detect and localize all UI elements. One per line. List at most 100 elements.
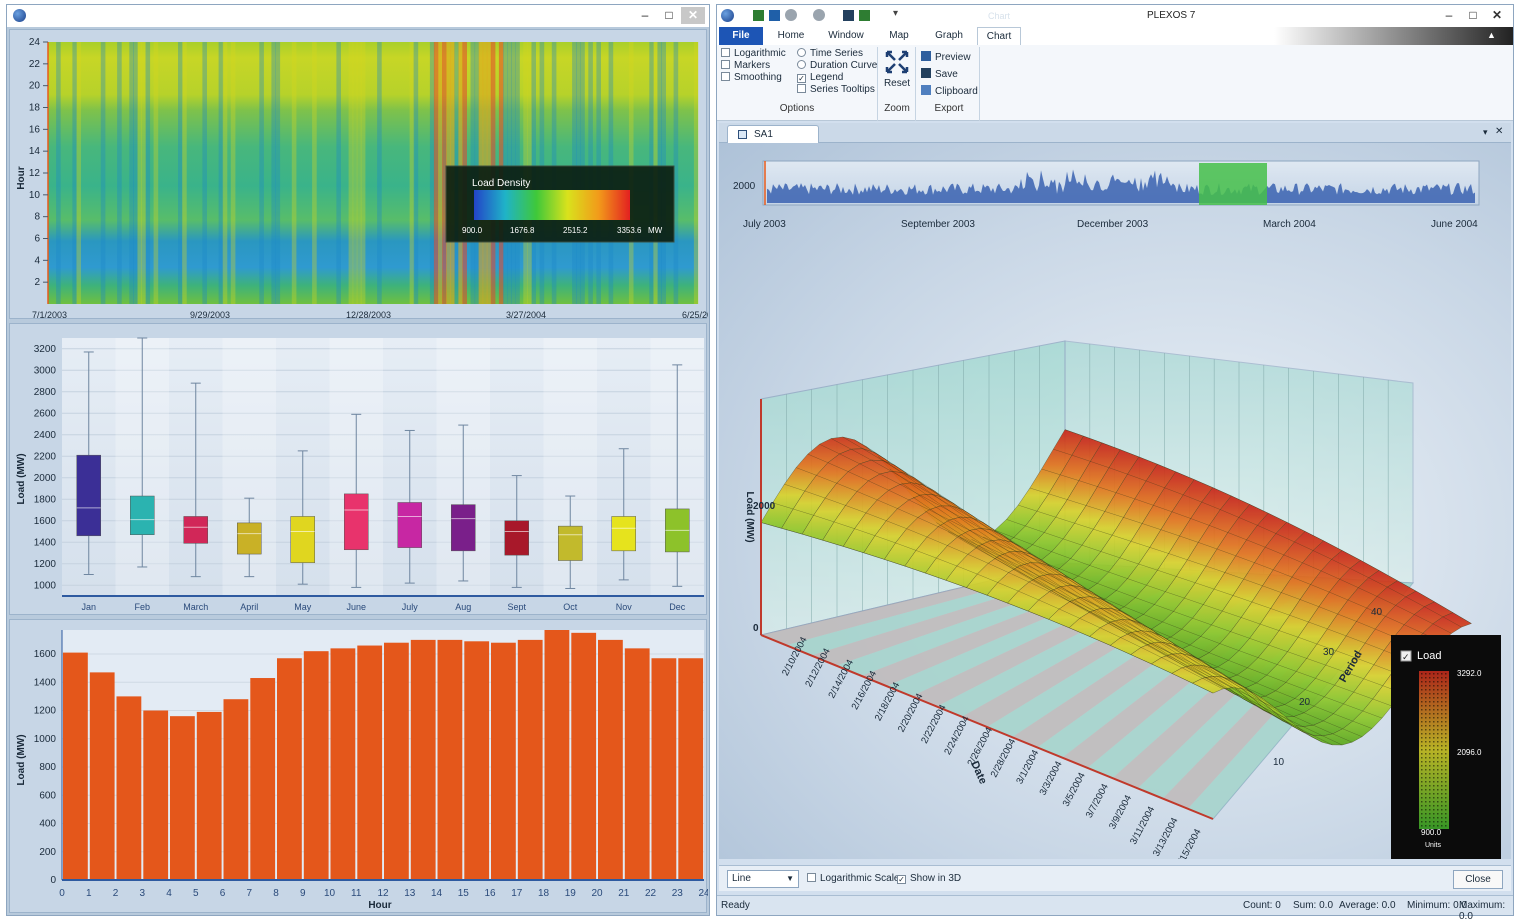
document-tab-sa1[interactable]: SA1 <box>727 125 819 143</box>
chart3d-ytick-0: 0 <box>753 623 759 634</box>
option-logarithmic[interactable]: Logarithmic <box>721 48 786 59</box>
legend-dot <box>1425 777 1427 779</box>
heatmap-y-tick-label: 10 <box>29 190 41 201</box>
bar-x-tick-label: 13 <box>404 888 416 899</box>
legend-dot <box>1433 677 1435 679</box>
legend-dot <box>1445 677 1447 679</box>
heatmap-y-tick-label: 24 <box>29 37 41 48</box>
show-3d-checkbox[interactable]: ✓ Show in 3D <box>897 873 961 884</box>
left-window: – □ ✕ <box>6 4 722 916</box>
plexos-minimize-button[interactable]: – <box>1445 8 1453 22</box>
export-icon[interactable] <box>859 10 870 21</box>
legend-checkmark-icon[interactable]: ✓ <box>1402 652 1410 662</box>
option-duration-curve[interactable]: Duration Curve <box>797 60 877 71</box>
preview-button[interactable]: Preview <box>921 51 971 63</box>
heatmap-stripe <box>202 42 207 304</box>
navigator-selection[interactable] <box>1199 163 1267 205</box>
tab-dropdown-icon[interactable]: ▾ <box>1483 127 1488 137</box>
bar-y-tick-label: 1000 <box>34 734 57 745</box>
legend-dot <box>1437 685 1439 687</box>
tab-graph[interactable]: Graph <box>935 30 963 41</box>
tab-close-icon[interactable]: ✕ <box>1495 126 1504 137</box>
legend-dot <box>1441 717 1443 719</box>
legend-dot <box>1421 713 1423 715</box>
legend-dot <box>1445 713 1447 715</box>
legend-dot <box>1445 821 1447 823</box>
show-3d-label: Show in 3D <box>910 873 962 884</box>
legend-dot <box>1425 705 1427 707</box>
close-chart-button[interactable]: Close <box>1453 870 1503 889</box>
plexos-maximize-button[interactable]: □ <box>1469 8 1477 22</box>
bar-hour-15 <box>464 641 490 880</box>
boxplot-y-tick-label: 1000 <box>34 580 57 591</box>
forward-icon[interactable] <box>813 9 825 21</box>
legend-dot <box>1437 693 1439 695</box>
bar-hour-21 <box>624 648 650 880</box>
clipboard-label: Clipboard <box>935 86 978 97</box>
new-icon[interactable] <box>753 10 764 21</box>
tab-home[interactable]: Home <box>777 30 805 41</box>
legend-dot <box>1437 801 1439 803</box>
back-icon[interactable] <box>785 9 797 21</box>
tab-window[interactable]: Window <box>828 30 864 41</box>
save-icon[interactable] <box>843 10 854 21</box>
legend-dot <box>1445 789 1447 791</box>
close-button[interactable]: ✕ <box>681 7 705 24</box>
boxplot-box-Feb <box>130 495 155 535</box>
tab-file[interactable]: File <box>719 27 763 45</box>
legend-dot <box>1433 805 1435 807</box>
bar-x-tick-label: 17 <box>511 888 523 899</box>
option-series-tooltips-label: Series Tooltips <box>810 84 875 95</box>
status-ready: Ready <box>721 900 750 911</box>
log-scale-checkbox[interactable]: Logarithmic Scale <box>807 873 899 884</box>
legend-dot <box>1441 809 1443 811</box>
checkbox-icon <box>721 72 730 81</box>
boxplot-x-tick-label: Sept <box>507 602 526 612</box>
boxplot-y-tick-label: 3200 <box>34 344 57 355</box>
legend-dot <box>1425 793 1427 795</box>
option-series-tooltips[interactable]: Series Tooltips <box>797 84 875 95</box>
legend-dot <box>1433 737 1435 739</box>
legend-dot <box>1433 697 1435 699</box>
legend-dot <box>1445 697 1447 699</box>
heatmap-x-tick-label: 7/1/2003 <box>32 310 67 320</box>
legend-dot <box>1441 737 1443 739</box>
legend-dot <box>1445 741 1447 743</box>
minimize-button[interactable]: – <box>641 8 649 22</box>
surface-meshline <box>1018 504 1432 654</box>
option-time-series[interactable]: Time Series <box>797 48 863 59</box>
chart-type-select[interactable]: Line ▼ <box>727 870 799 888</box>
save-button[interactable]: Save <box>921 68 958 80</box>
legend-dot <box>1425 693 1427 695</box>
surface-meshline <box>1064 429 1472 624</box>
ribbon-collapse-icon[interactable]: ▲ <box>1487 30 1496 40</box>
option-markers[interactable]: Markers <box>721 60 770 71</box>
reset-zoom-button[interactable]: Reset <box>883 49 911 97</box>
option-smoothing[interactable]: Smoothing <box>721 72 782 83</box>
legend-dot <box>1437 781 1439 783</box>
legend-dot <box>1441 765 1443 767</box>
document-tab-label: SA1 <box>754 129 773 140</box>
open-icon[interactable] <box>769 10 780 21</box>
plexos-close-button[interactable]: ✕ <box>1485 7 1509 24</box>
heatmap-x-tick-label: 12/28/2003 <box>346 310 391 320</box>
clipboard-button[interactable]: Clipboard <box>921 85 978 97</box>
legend-dot <box>1445 753 1447 755</box>
option-legend[interactable]: ✓ Legend <box>797 72 843 83</box>
chart-doc-icon <box>738 130 747 139</box>
legend-dot <box>1429 693 1431 695</box>
heatmap-y-tick-label: 14 <box>29 146 41 157</box>
status-sum: Sum: 0.0 <box>1293 900 1334 911</box>
legend-dot <box>1441 821 1443 823</box>
tab-chart[interactable]: Chart <box>977 27 1021 45</box>
reset-label: Reset <box>883 78 911 89</box>
status-maximum: Maximum: 0.0 <box>1459 900 1506 922</box>
bar-hour-5 <box>196 711 222 880</box>
maximize-button[interactable]: □ <box>665 8 673 22</box>
tab-map[interactable]: Map <box>889 30 909 41</box>
timeline-navigator[interactable]: 2000 July 2003 September 2003 December 2… <box>733 160 1480 230</box>
legend-dot <box>1437 737 1439 739</box>
legend-dot <box>1425 681 1427 683</box>
quick-access-menu-icon[interactable]: ▾ <box>893 8 899 19</box>
legend-dot <box>1425 673 1427 675</box>
